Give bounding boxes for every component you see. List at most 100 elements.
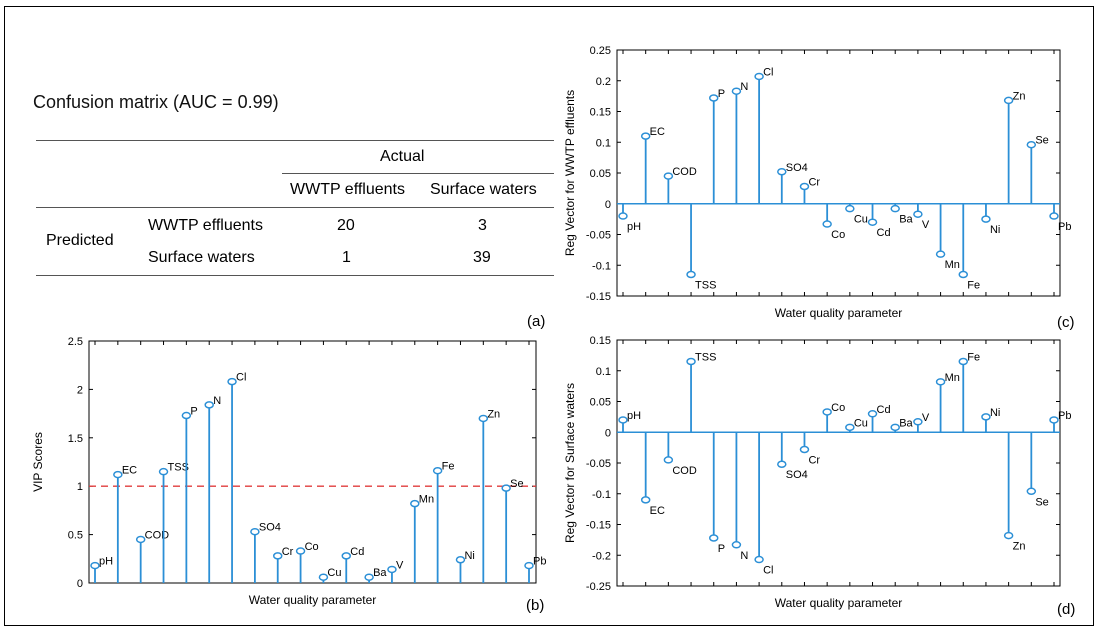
chart-d-point-label: TSS — [695, 352, 716, 364]
chart-c-point-label: N — [740, 81, 748, 93]
chart-d-point-label: Cu — [854, 417, 868, 429]
chart-d-y-axis-label: Reg Vector for Surface waters — [563, 383, 577, 543]
chart-d-stem-marker — [708, 534, 719, 542]
chart-b-stem-marker — [455, 556, 466, 564]
chart-b-point-label: Co — [305, 541, 319, 553]
chart-d-stem-marker — [777, 460, 787, 468]
chart-b-ytick-label: 1.5 — [68, 433, 83, 445]
figure-frame — [4, 6, 1094, 626]
chart-b-stem-marker — [432, 466, 443, 475]
chart-b-ytick-label: 2 — [77, 384, 83, 396]
chart-c-ytick-label: -0.05 — [586, 230, 611, 242]
chart-b-ytick-label: 0 — [77, 578, 83, 590]
chart-d-point-label: Ni — [990, 407, 1000, 419]
chart-b-stem-marker — [204, 401, 214, 409]
chart-b-point-label: V — [396, 559, 404, 571]
chart-b-stem-marker — [158, 467, 169, 476]
chart-d-point-label: EC — [650, 505, 665, 517]
chart-b-point-label: N — [213, 395, 221, 407]
chart-d-ytick-label: 0.1 — [596, 366, 611, 378]
cell-wwtp-surface: 3 — [478, 217, 487, 234]
chart-d-plot-frame — [616, 339, 1061, 587]
chart-c-ytick-label: 0 — [605, 199, 611, 211]
chart-b-stem-marker — [295, 547, 306, 555]
chart-c-stem-marker — [663, 172, 674, 180]
chart-b-point-label: EC — [122, 465, 137, 477]
chart-d-point-label: N — [740, 550, 748, 562]
chart-d-point-label: pH — [627, 410, 641, 422]
chart-c-stem-marker — [1003, 96, 1014, 105]
chart-b-point-label: COD — [145, 529, 170, 541]
chart-c-stem-marker — [913, 210, 923, 218]
chart-d-stem-marker — [640, 496, 651, 504]
chart-d-point-label: Se — [1035, 496, 1048, 508]
chart-d-point-label: P — [718, 543, 725, 555]
chart-c-point-label: Ba — [899, 214, 913, 226]
chart-c-stem-marker — [981, 215, 991, 223]
row-label-wwtp: WWTP effluents — [148, 217, 263, 234]
chart-b-point-label: Cd — [350, 546, 364, 558]
chart-d-ytick-label: 0.15 — [590, 335, 611, 347]
chart-d-stem-marker — [822, 408, 832, 416]
chart-d-point-label: V — [922, 412, 930, 424]
chart-d-stem-marker — [754, 555, 764, 564]
chart-b-point-label: Ni — [464, 550, 474, 562]
chart-b-point-label: Cr — [282, 546, 294, 558]
chart-c-stem-marker — [799, 182, 810, 191]
chart-b-x-axis-label: Water quality parameter — [249, 593, 377, 607]
chart-c-point-label: V — [922, 219, 930, 231]
chart-c-stem-marker — [845, 204, 855, 213]
chart-b-stem-marker — [113, 470, 123, 479]
chart-b-point-label: Mn — [419, 494, 434, 506]
chart-c-ytick-label: 0.2 — [596, 76, 611, 88]
chart-b-point-label: Se — [510, 478, 523, 490]
chart-d-stem-marker — [981, 413, 991, 421]
chart-b-point-label: P — [190, 406, 197, 418]
chart-c-point-label: Cr — [808, 177, 820, 189]
chart-c-stem-marker — [935, 250, 946, 258]
chart-c-panel-label: (c) — [1057, 314, 1075, 331]
chart-d-stem-marker — [663, 456, 674, 464]
column-header-wwtp: WWTP effluents — [290, 181, 405, 198]
actual-header: Actual — [380, 148, 425, 165]
chart-d-ytick-label: -0.25 — [586, 581, 611, 593]
chart-c-point-label: Fe — [967, 279, 980, 291]
chart-d-panel-label: (d) — [1057, 601, 1075, 618]
chart-b-point-label: TSS — [168, 462, 189, 474]
chart-b-stem-marker — [272, 552, 283, 560]
chart-c-point-label: Cu — [854, 214, 868, 226]
chart-d-stem-marker — [913, 418, 923, 426]
chart-b-ytick-label: 1 — [77, 481, 83, 493]
chart-b-stem-marker — [181, 411, 192, 420]
chart-c-ytick-label: 0.1 — [596, 137, 611, 149]
actual-rule — [282, 173, 554, 174]
chart-d-stem-marker — [845, 423, 855, 432]
chart-c-stem-marker — [1049, 212, 1059, 220]
chart-c-ytick-label: 0.15 — [590, 107, 611, 119]
chart-c-stem-marker — [777, 168, 787, 176]
chart-d-ytick-label: -0.1 — [592, 489, 611, 501]
chart-d-point-label: COD — [672, 465, 697, 477]
chart-d-ytick-label: -0.15 — [586, 520, 611, 532]
cell-wwtp-wwtp: 20 — [337, 217, 355, 234]
chart-b-plot-frame — [88, 340, 537, 584]
chart-c-stem-marker — [958, 270, 969, 279]
chart-d-point-label: Co — [831, 402, 845, 414]
chart-b-point-label: Cl — [236, 372, 246, 384]
table-bottom-rule — [36, 275, 554, 276]
chart-d-stem-marker — [731, 541, 742, 549]
cell-surface-surface: 39 — [473, 249, 491, 266]
chart-c-ytick-label: 0.25 — [590, 45, 611, 57]
chart-b-stem-marker — [318, 573, 329, 581]
chart-c-ytick-label: -0.1 — [592, 260, 611, 272]
chart-d-stem-marker — [1026, 487, 1037, 496]
chart-c-ytick-label: -0.15 — [586, 291, 611, 303]
chart-b-stem-marker — [364, 573, 374, 581]
chart-c-point-label: Mn — [945, 259, 960, 271]
chart-c-point-label: Ni — [990, 224, 1000, 236]
cell-surface-wwtp: 1 — [342, 249, 351, 266]
chart-c-point-label: COD — [672, 166, 697, 178]
chart-c-point-label: SO4 — [786, 162, 808, 174]
chart-c-point-label: Zn — [1013, 90, 1026, 102]
chart-b-stem-marker — [227, 377, 237, 386]
